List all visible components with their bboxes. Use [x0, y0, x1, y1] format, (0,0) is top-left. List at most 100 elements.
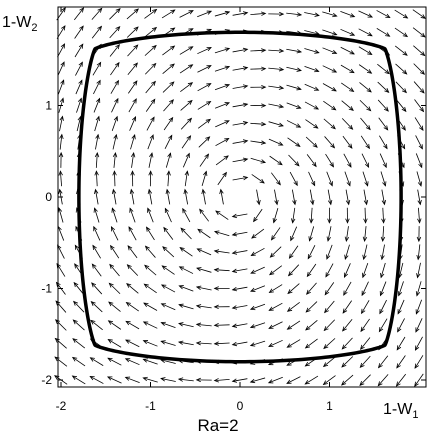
- field-arrow: [195, 304, 212, 309]
- field-arrow: [361, 300, 370, 315]
- field-arrow: [127, 62, 138, 75]
- field-arrow: [345, 207, 350, 224]
- field-arrow: [326, 226, 332, 242]
- field-arrow: [197, 228, 211, 239]
- field-arrow: [250, 121, 267, 127]
- field-arrow: [305, 319, 318, 331]
- field-arrow: [127, 245, 138, 259]
- field-arrow: [249, 303, 266, 311]
- field-arrow: [89, 375, 104, 384]
- field-arrow: [414, 117, 424, 131]
- field-arrow: [341, 118, 354, 130]
- field-arrow: [306, 154, 317, 168]
- field-arrow: [93, 97, 101, 113]
- field-arrow: [73, 300, 85, 313]
- field-arrow: [378, 318, 388, 333]
- field-arrow: [380, 171, 387, 187]
- field-arrow: [91, 25, 103, 39]
- field-arrow: [327, 189, 333, 206]
- field-arrow: [286, 376, 301, 384]
- field-arrow: [376, 28, 391, 37]
- field-arrow: [126, 26, 139, 38]
- field-arrow: [415, 135, 423, 150]
- field-arrow: [215, 210, 229, 220]
- field-arrow: [268, 121, 284, 127]
- field-arrow: [109, 43, 120, 57]
- field-arrow: [250, 11, 267, 16]
- field-arrow: [309, 207, 314, 224]
- field-arrow: [268, 103, 285, 109]
- field-arrow: [180, 117, 193, 130]
- field-arrow: [110, 225, 119, 241]
- field-arrow: [142, 376, 158, 383]
- field-arrow: [76, 97, 83, 113]
- field-arrow: [196, 248, 212, 256]
- field-arrow: [58, 151, 64, 168]
- field-arrow: [291, 189, 297, 206]
- field-arrow: [143, 283, 157, 294]
- field-arrow: [377, 355, 389, 369]
- field-arrow: [93, 79, 101, 95]
- field-arrow: [145, 98, 156, 112]
- field-arrow: [287, 137, 301, 147]
- field-arrow: [124, 376, 140, 384]
- field-arrow: [322, 356, 336, 368]
- field-arrow: [322, 375, 336, 386]
- field-arrow: [304, 48, 320, 54]
- field-arrow: [287, 283, 300, 295]
- field-arrow: [395, 81, 407, 94]
- field-arrow: [165, 152, 172, 168]
- field-arrow: [415, 318, 423, 333]
- field-arrow: [327, 207, 332, 224]
- field-arrow: [160, 284, 176, 293]
- field-arrow: [326, 171, 333, 187]
- field-arrow: [396, 99, 407, 113]
- field-arrow: [377, 81, 390, 93]
- field-arrow: [195, 285, 212, 291]
- field-arrow: [199, 153, 210, 167]
- field-arrow: [178, 285, 194, 292]
- field-arrow: [177, 377, 194, 382]
- field-arrow: [344, 171, 351, 187]
- field-arrow: [178, 266, 194, 274]
- field-arrow: [250, 66, 267, 71]
- field-arrow: [286, 120, 302, 128]
- field-arrow: [380, 244, 385, 261]
- field-arrow: [107, 320, 122, 330]
- field-arrow: [94, 115, 100, 132]
- field-arrow: [304, 12, 320, 17]
- field-arrow: [148, 170, 153, 187]
- field-arrow: [73, 7, 85, 21]
- field-arrow: [304, 66, 320, 73]
- field-arrow: [71, 375, 86, 385]
- field-arrow: [268, 138, 284, 146]
- field-arrow: [394, 27, 409, 38]
- field-arrow: [197, 83, 212, 92]
- field-arrow: [340, 46, 355, 55]
- field-arrow: [142, 340, 158, 347]
- field-arrow: [179, 64, 194, 74]
- field-arrow: [161, 265, 175, 275]
- field-arrow: [197, 118, 211, 129]
- field-arrow: [286, 320, 301, 330]
- field-arrow: [177, 340, 194, 346]
- field-arrow: [198, 136, 211, 148]
- field-arrow: [342, 135, 353, 149]
- field-arrow: [184, 170, 189, 187]
- field-arrow: [147, 207, 154, 223]
- field-arrow: [305, 136, 318, 148]
- field-arrow: [250, 84, 267, 90]
- field-arrow: [74, 25, 84, 39]
- field-arrow: [92, 244, 101, 259]
- field-arrow: [415, 153, 423, 169]
- field-arrow: [127, 44, 139, 57]
- field-arrow: [272, 207, 279, 224]
- field-arrow: [109, 25, 121, 39]
- field-arrow: [232, 139, 249, 144]
- field-arrow: [180, 227, 192, 240]
- field-arrow: [164, 134, 173, 149]
- field-arrow: [417, 189, 422, 206]
- field-arrow: [147, 188, 153, 205]
- field-arrow: [232, 47, 249, 53]
